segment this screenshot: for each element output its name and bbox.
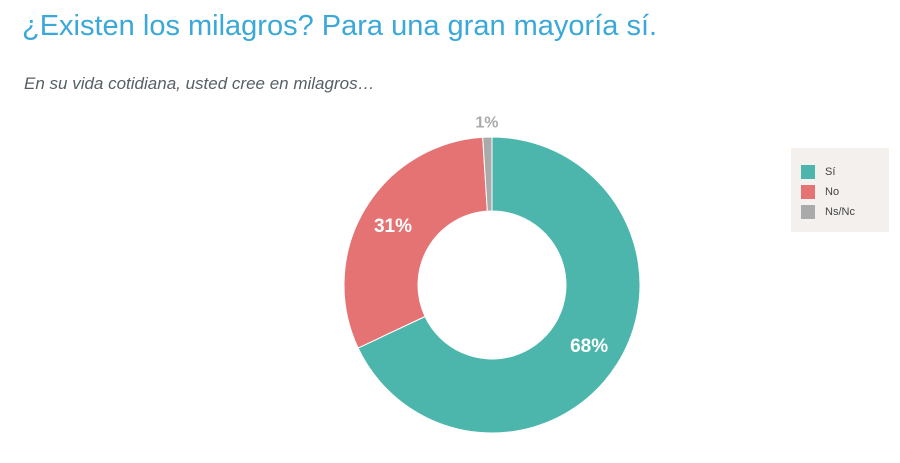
chart-subtitle: En su vida cotidiana, usted cree en mila… [24, 74, 375, 93]
legend-item-nsnc[interactable]: Ns/Nc [791, 202, 889, 222]
legend-label-no: No [825, 186, 840, 198]
slice-label-nsnc: 1% [475, 115, 498, 132]
legend-item-si[interactable]: Sí [791, 162, 889, 182]
page-title: ¿Existen los milagros? Para una gran may… [22, 10, 658, 42]
legend-swatch-si [801, 165, 815, 179]
legend-swatch-no [801, 185, 815, 199]
slice-nsnc[interactable] [482, 136, 493, 212]
legend-swatch-nsnc [801, 205, 815, 219]
legend-item-no[interactable]: No [791, 182, 889, 202]
slice-label-no: 31% [374, 216, 412, 237]
slice-si[interactable] [357, 136, 641, 434]
slice-label-si: 68% [570, 336, 608, 357]
legend-label-nsnc: Ns/Nc [825, 206, 855, 218]
slice-no[interactable] [343, 136, 488, 349]
chart-legend: Sí No Ns/Nc [791, 148, 889, 232]
legend-label-si: Sí [825, 166, 836, 178]
